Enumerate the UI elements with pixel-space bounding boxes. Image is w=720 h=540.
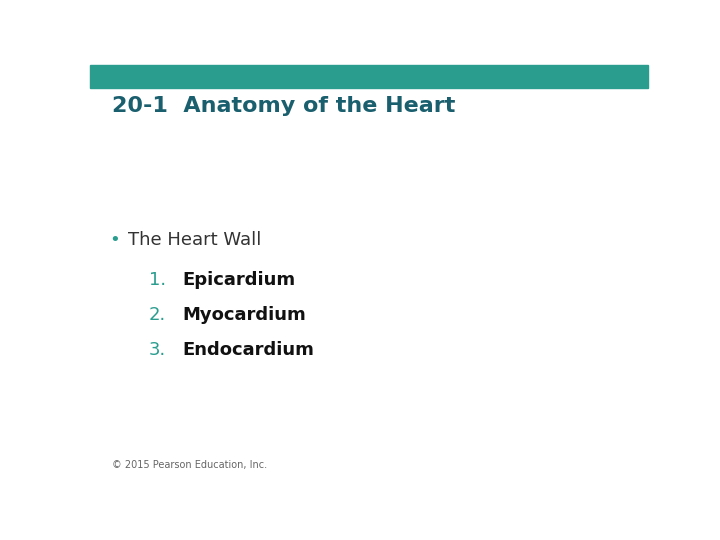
Text: © 2015 Pearson Education, Inc.: © 2015 Pearson Education, Inc. xyxy=(112,460,267,470)
Text: 1.: 1. xyxy=(148,271,166,288)
Text: Endocardium: Endocardium xyxy=(182,341,314,359)
Text: 2.: 2. xyxy=(148,306,166,324)
Text: 3.: 3. xyxy=(148,341,166,359)
Text: 20-1  Anatomy of the Heart: 20-1 Anatomy of the Heart xyxy=(112,96,456,116)
Text: Myocardium: Myocardium xyxy=(182,306,306,324)
Text: Epicardium: Epicardium xyxy=(182,271,295,288)
Text: •: • xyxy=(109,231,120,249)
Bar xyxy=(90,65,648,87)
Text: The Heart Wall: The Heart Wall xyxy=(128,231,261,249)
